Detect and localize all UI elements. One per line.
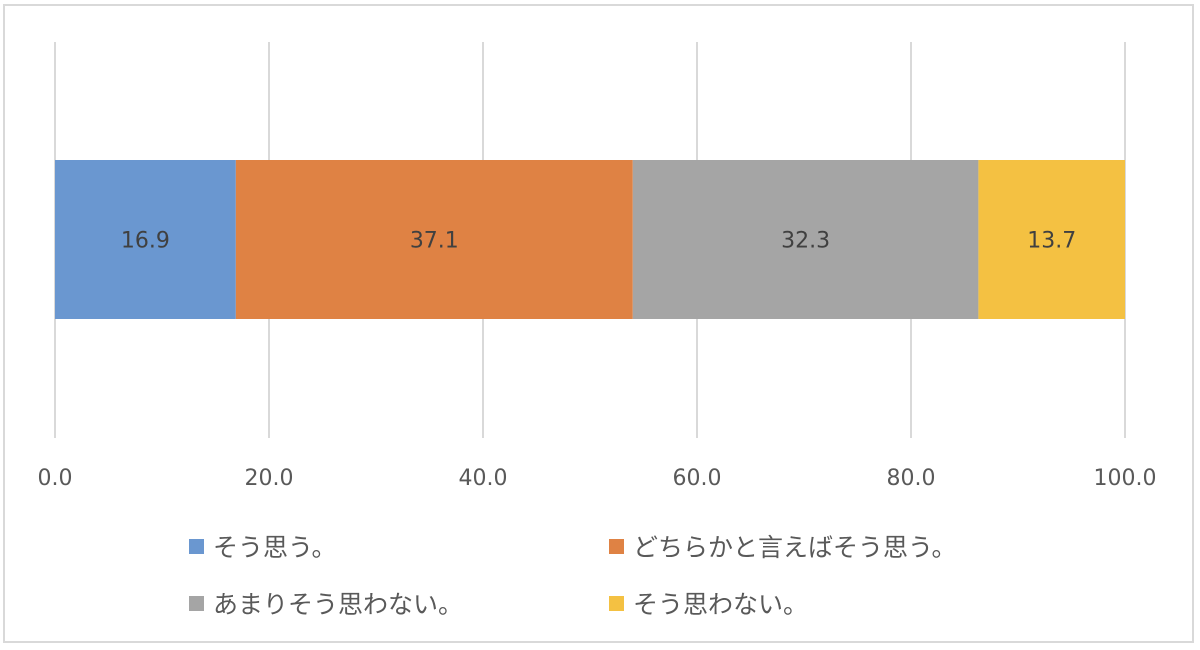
- bar-segment: [632, 160, 979, 319]
- x-tick-label: 40.0: [459, 466, 508, 491]
- x-axis-ticks: 0.0 20.0 40.0 60.0 80.0 100.0: [38, 466, 1157, 491]
- data-label: 16.9: [121, 229, 170, 254]
- data-label: 37.1: [410, 229, 459, 254]
- x-tick-label: 100.0: [1094, 466, 1157, 491]
- data-labels: 16.9 37.1 32.3 13.7: [121, 229, 1076, 254]
- x-tick-label: 0.0: [38, 466, 73, 491]
- data-label: 32.3: [781, 229, 830, 254]
- x-tick-label: 20.0: [245, 466, 294, 491]
- x-tick-label: 60.0: [673, 466, 722, 491]
- data-label: 13.7: [1027, 229, 1076, 254]
- bar-segment: [55, 160, 236, 319]
- bar-segments: [55, 160, 1125, 319]
- x-tick-label: 80.0: [887, 466, 936, 491]
- bar-segment: [978, 160, 1125, 319]
- bar-segment: [235, 160, 633, 319]
- chart-area: [3, 4, 1194, 643]
